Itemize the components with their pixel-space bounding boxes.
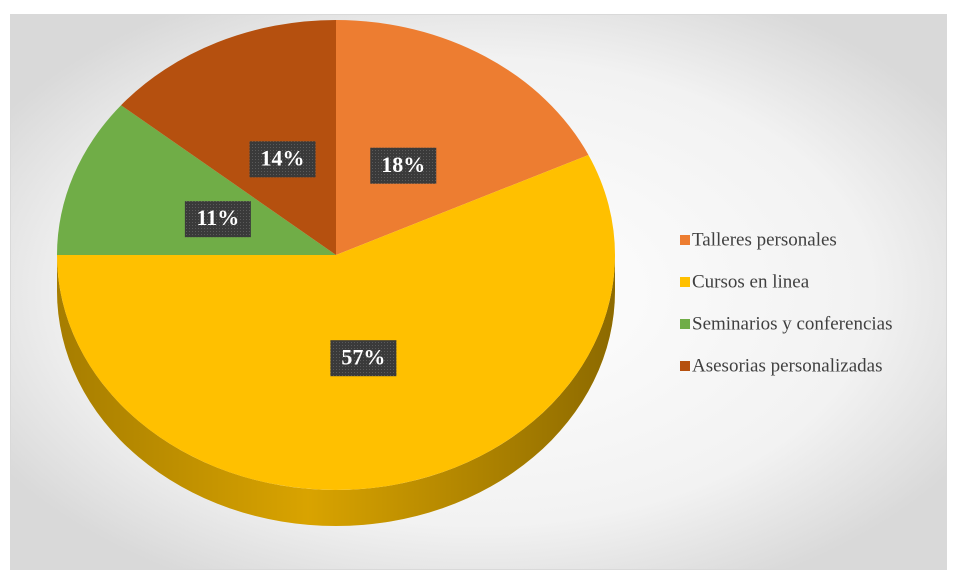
legend-swatch xyxy=(680,319,690,329)
pie: 18% 57% 11% 14% xyxy=(57,20,616,526)
data-label: 11% xyxy=(196,205,239,230)
data-label: 57% xyxy=(341,344,385,369)
legend-swatch xyxy=(680,361,690,371)
slice xyxy=(121,20,337,255)
data-label: 14% xyxy=(261,145,305,170)
legend-swatch xyxy=(680,235,690,245)
legend-label: Asesorias personalizadas xyxy=(692,355,882,376)
label-box xyxy=(249,141,316,178)
legend-label: Talleres personales xyxy=(692,229,837,250)
legend-label: Seminarios y conferencias xyxy=(692,313,892,334)
slice xyxy=(336,20,589,255)
label-box xyxy=(184,201,251,238)
slice xyxy=(57,105,336,256)
label-box xyxy=(370,147,437,184)
slice xyxy=(57,154,616,491)
legend-label: Cursos en linea xyxy=(692,271,810,292)
legend-swatch xyxy=(680,277,690,287)
data-label: 18% xyxy=(381,152,425,177)
label-box xyxy=(330,340,397,377)
legend: Talleres personales Cursos en linea Semina… xyxy=(680,229,892,376)
